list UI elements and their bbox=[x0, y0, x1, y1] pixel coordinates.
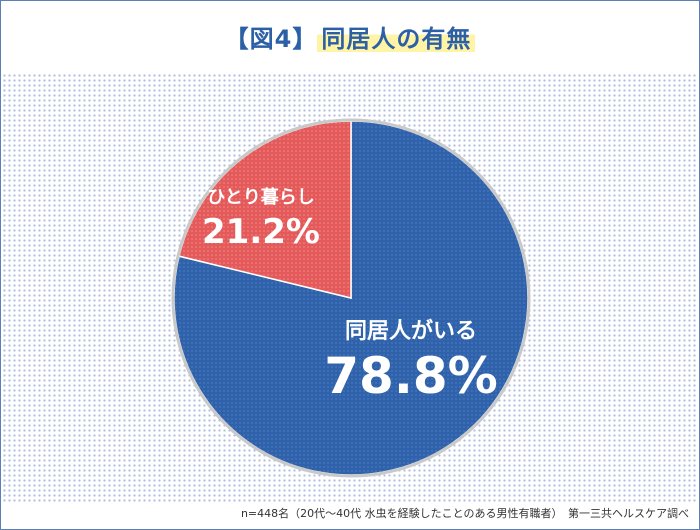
title-text: 同居人の有無 bbox=[317, 18, 476, 54]
figure-tag: 【図4】 bbox=[224, 24, 318, 53]
pie-outline bbox=[171, 118, 531, 478]
chart-title: 【図4】 同居人の有無 bbox=[224, 18, 476, 54]
slice-value-label: 78.8% bbox=[324, 347, 497, 405]
slice-category-label: ひとり暮らし bbox=[207, 187, 314, 208]
slice-category-label: 同居人がいる bbox=[345, 318, 477, 344]
slice-value-label: 21.2% bbox=[202, 212, 320, 252]
plot-area: 同居人がいる 78.8% ひとり暮らし 21.2% bbox=[2, 73, 698, 503]
pie-chart: 同居人がいる 78.8% ひとり暮らし 21.2% bbox=[171, 118, 531, 478]
header: 【図4】 同居人の有無 bbox=[1, 1, 699, 71]
source-note: n=448名（20代〜40代 水虫を経験したことのある男性有職者） 第一三共ヘル… bbox=[240, 507, 689, 520]
